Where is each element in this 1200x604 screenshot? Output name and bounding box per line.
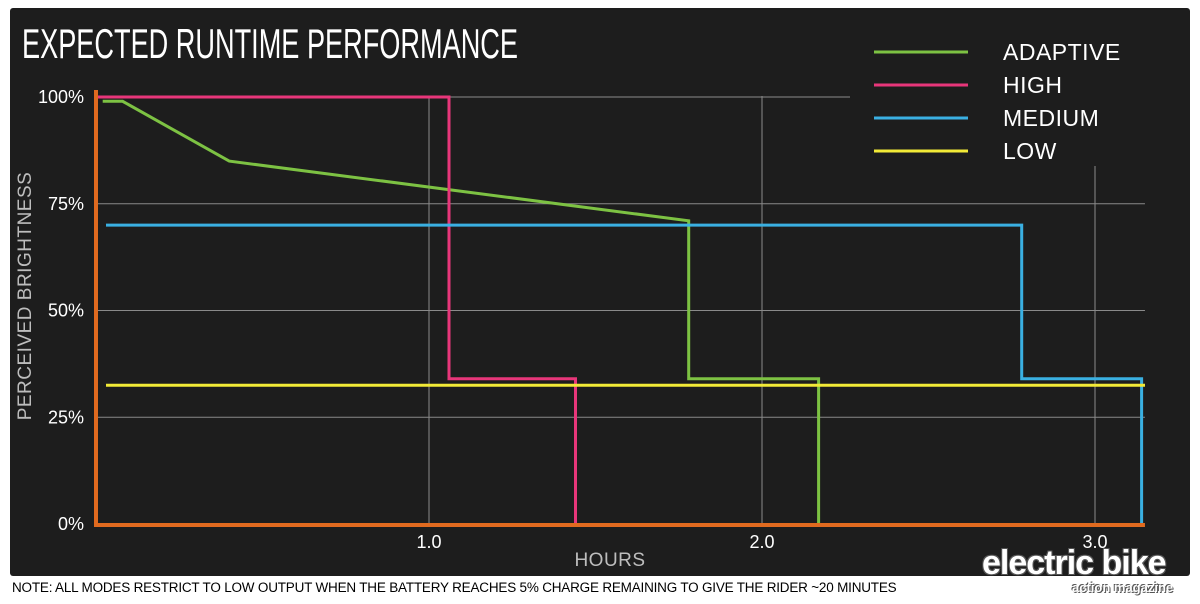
x-axis-label: HOURS <box>574 550 645 571</box>
series-lines <box>96 95 1145 524</box>
logo-main-text: electric bike <box>982 544 1167 582</box>
tick-labels: 0% 25% 50% 75% 100% 1.0 2.0 3.0 <box>38 87 1108 552</box>
legend-label-low: LOW <box>1003 138 1057 164</box>
x-tick-label-2.0: 2.0 <box>749 532 774 552</box>
axes <box>94 90 1145 527</box>
logo-sub-text: action magazine <box>1072 580 1174 595</box>
publisher-logo: electric bike action magazine <box>982 544 1192 600</box>
grid-lines <box>96 96 1145 524</box>
legend-label-adaptive: ADAPTIVE <box>1003 39 1121 65</box>
series-line-adaptive <box>102 99 821 524</box>
series-line-high <box>96 95 577 524</box>
y-axis-label: PERCEIVED BRIGHTNESS <box>15 172 36 421</box>
y-tick-label-25: 25% <box>48 407 84 427</box>
legend: ADAPTIVE HIGH MEDIUM LOW <box>874 39 1121 164</box>
x-tick-label-1.0: 1.0 <box>416 532 441 552</box>
y-tick-label-0: 0% <box>58 514 84 534</box>
chart-panel <box>10 8 1190 576</box>
y-tick-label-75: 75% <box>48 194 84 214</box>
y-tick-label-100: 100% <box>38 87 84 107</box>
chart-title: EXPECTED RUNTIME PERFORMANCE <box>22 20 518 67</box>
x-tick-label-3.0: 3.0 <box>1082 532 1107 552</box>
legend-label-high: HIGH <box>1003 72 1063 98</box>
legend-label-medium: MEDIUM <box>1003 105 1099 131</box>
series-line-medium <box>106 223 1144 524</box>
footnote: NOTE: ALL MODES RESTRICT TO LOW OUTPUT W… <box>12 580 897 595</box>
y-tick-label-50: 50% <box>48 301 84 321</box>
